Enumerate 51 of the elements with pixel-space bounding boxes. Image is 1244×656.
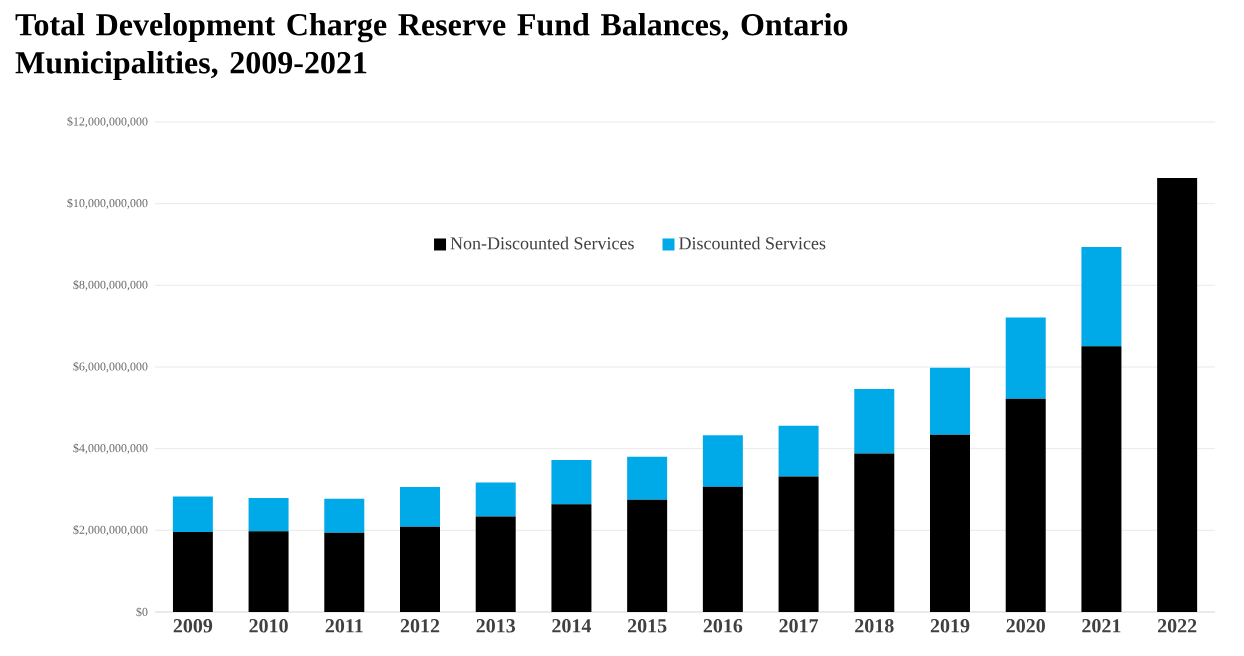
bar	[551, 460, 592, 505]
bar	[400, 487, 440, 527]
y-tick-label: $8,000,000,000	[73, 280, 148, 291]
bar	[324, 498, 365, 533]
y-tick-label: $12,000,000,000	[67, 116, 148, 128]
x-tick-label: 2014	[552, 619, 592, 633]
x-tick-label: 2016	[703, 619, 743, 633]
bar	[854, 453, 895, 612]
bar	[475, 516, 516, 612]
bar	[627, 456, 668, 500]
y-tick-label: $4,000,000,000	[73, 443, 148, 454]
bar	[400, 526, 440, 612]
legend-label: Non-Discounted Services	[450, 236, 634, 250]
bar	[324, 532, 365, 612]
bar	[702, 486, 743, 612]
bar	[702, 435, 743, 487]
bar	[1081, 246, 1122, 347]
bar	[778, 425, 819, 477]
x-tick-label: 2022	[1157, 619, 1197, 633]
x-tick-label: 2019	[930, 619, 970, 633]
y-tick-label: $0	[136, 607, 148, 617]
x-tick-label: 2009	[173, 619, 213, 633]
bar	[1005, 317, 1046, 399]
bar	[627, 499, 668, 612]
x-tick-label: 2011	[325, 619, 363, 633]
legend-label: Discounted Services	[679, 236, 826, 250]
bar	[854, 389, 895, 454]
bar	[930, 434, 970, 612]
bar	[172, 496, 213, 532]
x-tick-label: 2018	[855, 619, 894, 633]
y-tick-label: $2,000,000,000	[73, 525, 148, 536]
x-tick-label: 2017	[779, 619, 819, 633]
bar	[248, 498, 289, 532]
x-tick-label: 2021	[1082, 619, 1121, 633]
bar	[1157, 177, 1198, 612]
bar	[475, 482, 516, 517]
x-tick-label: 2010	[249, 619, 288, 633]
bar	[1005, 398, 1046, 612]
x-tick-label: 2015	[627, 619, 667, 633]
x-tick-label: 2013	[476, 619, 516, 633]
y-tick-label: $10,000,000,000	[67, 198, 148, 209]
x-tick-label: 2012	[400, 619, 440, 633]
bar	[551, 504, 592, 612]
chart-title: Total Development Charge Reserve Fund Balances, Ontario Municipalities, 2009-2021	[15, 13, 848, 81]
bar	[930, 367, 970, 435]
bar	[1081, 346, 1122, 612]
x-tick-label: 2020	[1006, 619, 1045, 633]
bar	[172, 531, 213, 612]
y-tick-label: $6,000,000,000	[73, 361, 148, 373]
bar	[248, 531, 289, 612]
bar	[778, 476, 819, 612]
